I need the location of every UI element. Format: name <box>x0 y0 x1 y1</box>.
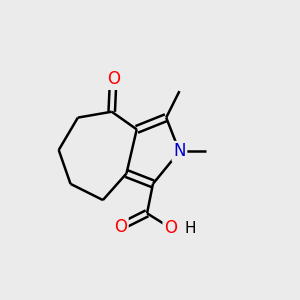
Text: N: N <box>173 142 186 160</box>
Text: O: O <box>114 218 127 236</box>
Text: O: O <box>107 70 120 88</box>
Text: H: H <box>184 220 196 236</box>
Text: O: O <box>164 219 177 237</box>
